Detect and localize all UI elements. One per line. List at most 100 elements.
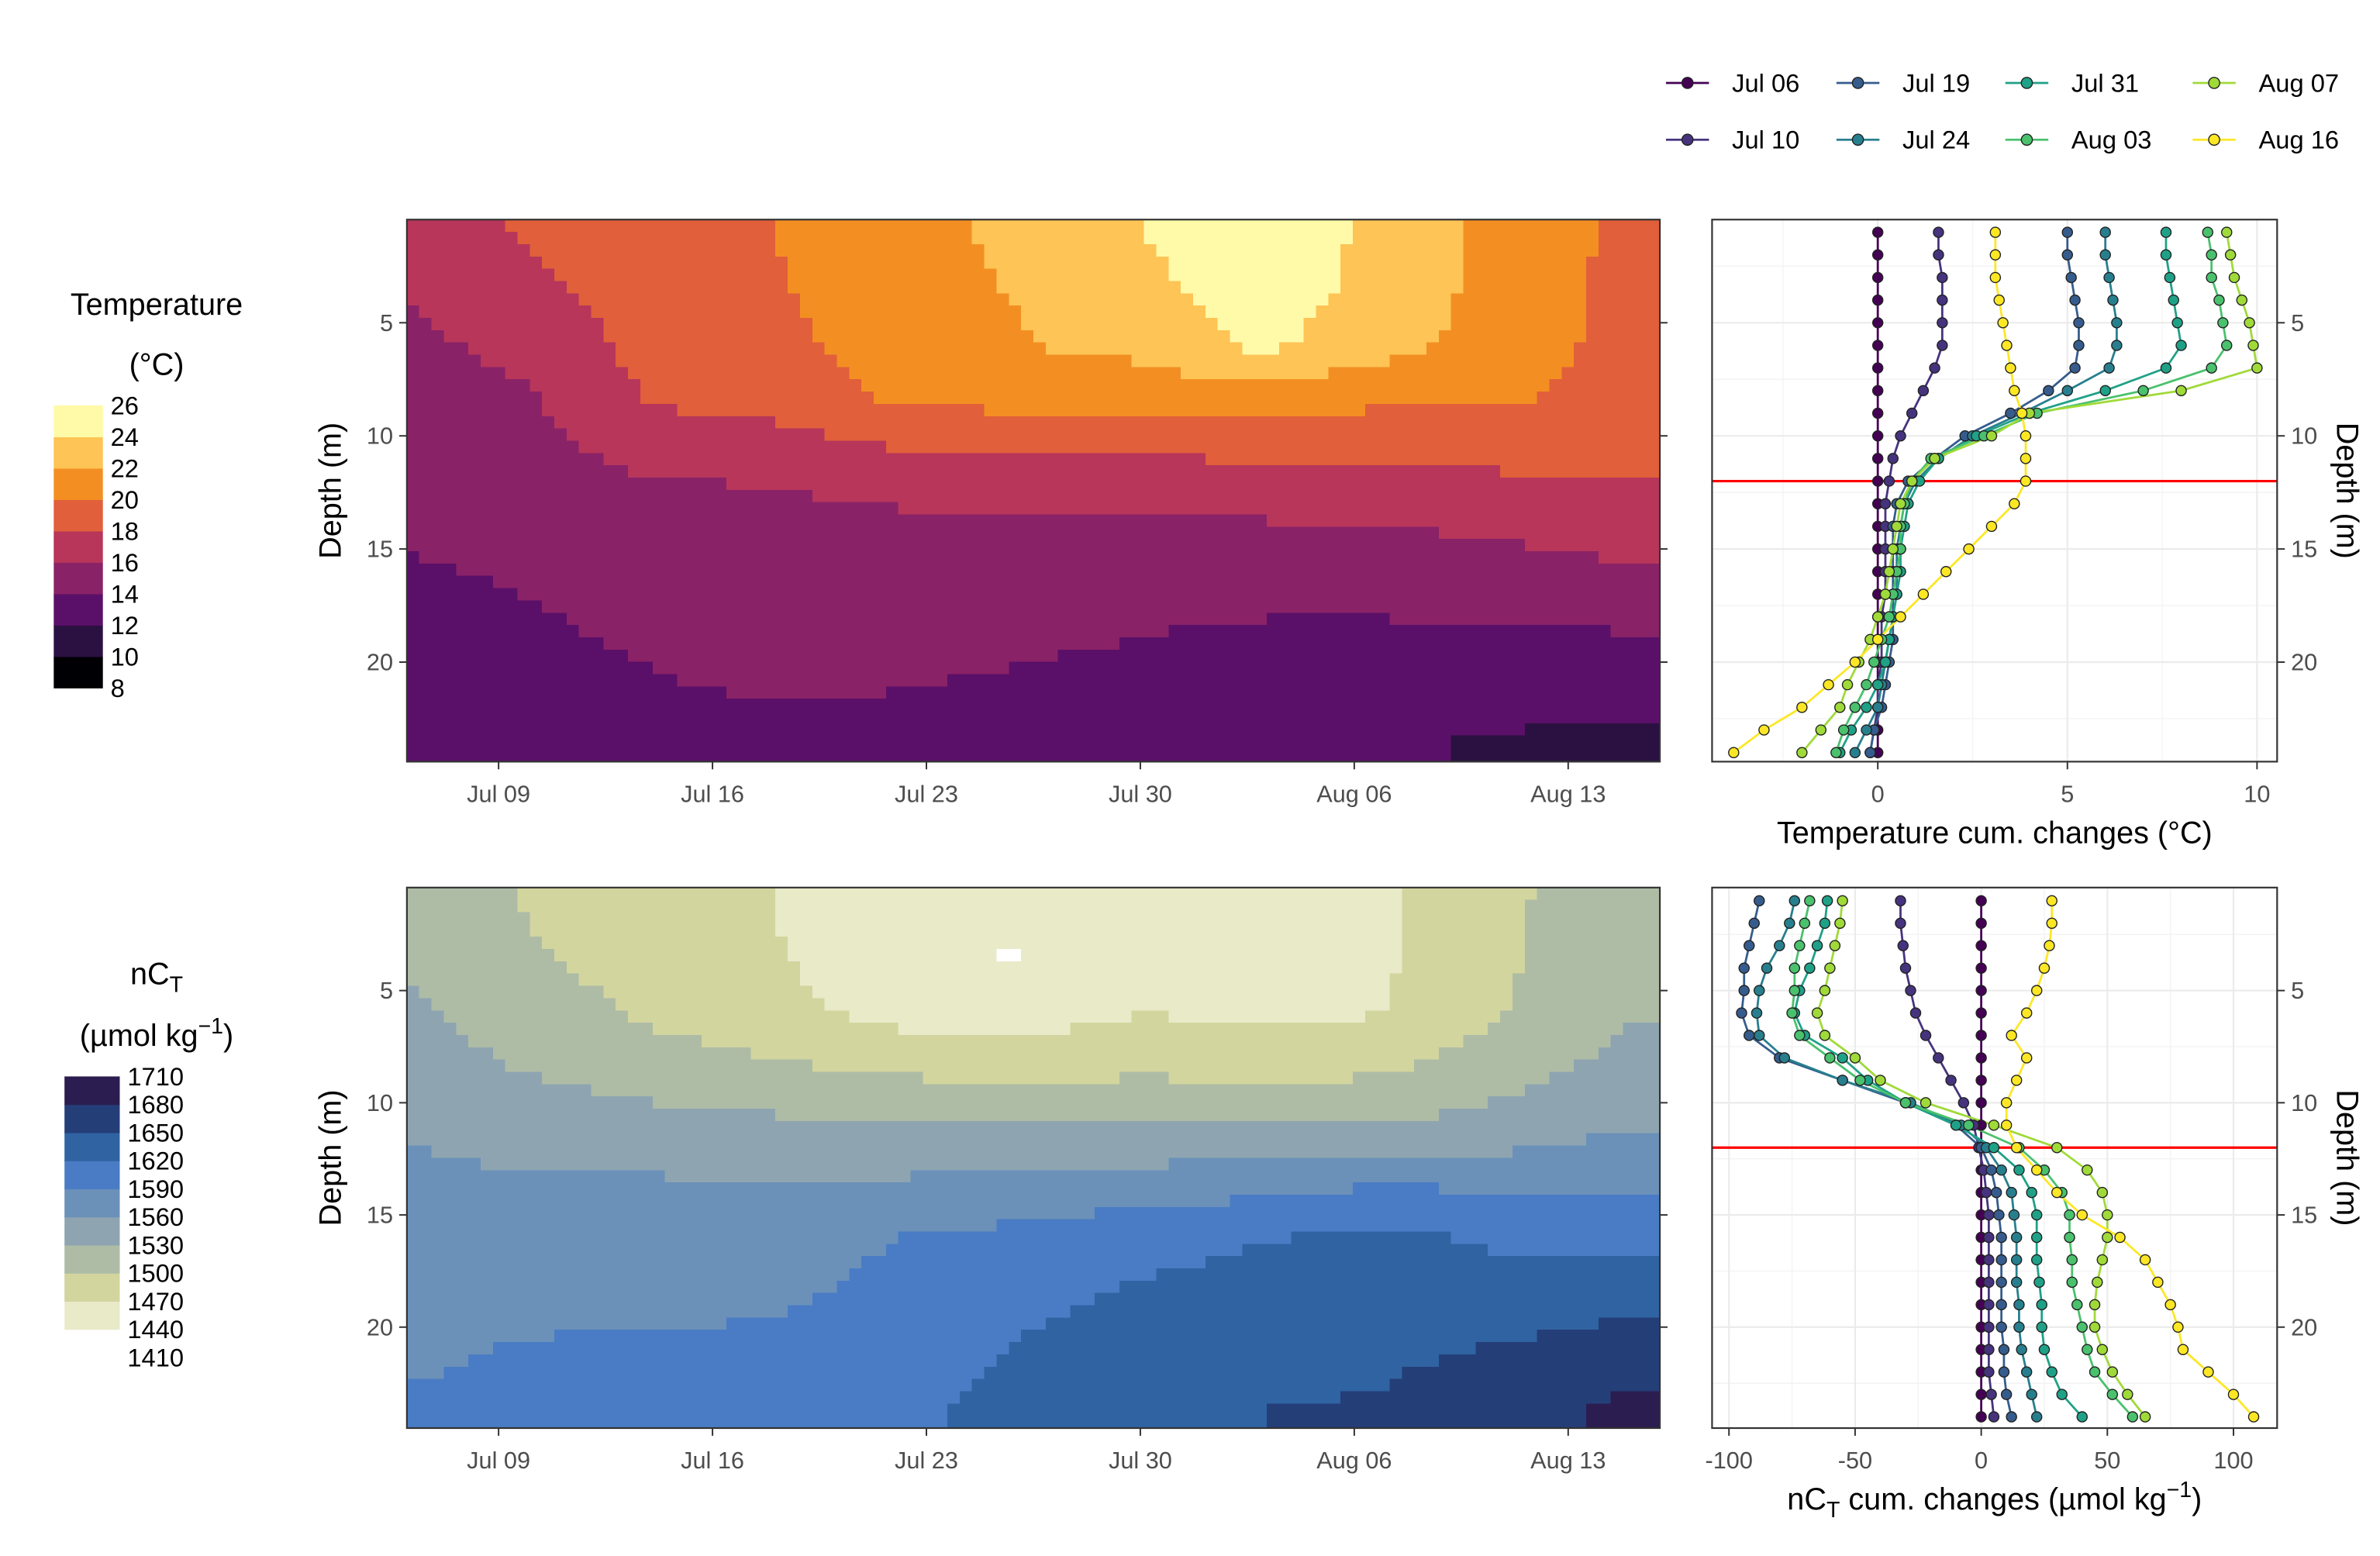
contour-cell bbox=[616, 711, 629, 724]
contour-cell bbox=[1402, 392, 1416, 405]
contour-cell bbox=[1561, 281, 1575, 295]
contour-cell bbox=[529, 232, 543, 245]
contour-cell bbox=[971, 256, 985, 270]
contour-cell bbox=[628, 723, 641, 737]
contour-cell bbox=[1623, 317, 1637, 331]
contour-cell bbox=[849, 392, 863, 405]
contour-cell bbox=[1070, 747, 1084, 761]
contour-cell bbox=[1045, 551, 1059, 564]
contour-cell bbox=[1192, 699, 1206, 712]
contour-cell bbox=[824, 317, 838, 331]
contour-cell bbox=[849, 563, 863, 577]
contour-cell bbox=[1181, 686, 1194, 700]
contour-cell bbox=[861, 329, 874, 343]
contour-cell bbox=[996, 354, 1010, 368]
contour-cell bbox=[923, 367, 936, 381]
contour-cell bbox=[910, 293, 924, 307]
contour-cell bbox=[640, 416, 654, 430]
contour-cell bbox=[492, 489, 506, 503]
contour-cell bbox=[1549, 699, 1563, 712]
contour-cell bbox=[824, 711, 838, 724]
contour-cell bbox=[910, 317, 924, 331]
contour-cell bbox=[1242, 354, 1256, 368]
contour-cell bbox=[726, 661, 740, 675]
contour-cell bbox=[849, 551, 863, 564]
contour-cell bbox=[1057, 416, 1071, 430]
contour-cell bbox=[1254, 268, 1268, 282]
contour-cell bbox=[1278, 600, 1292, 614]
contour-cell bbox=[1438, 563, 1452, 577]
contour-cell bbox=[1512, 440, 1526, 454]
contour-cell bbox=[1119, 600, 1133, 614]
contour-cell bbox=[456, 329, 470, 343]
contour-cell bbox=[1340, 735, 1354, 749]
contour-cell bbox=[1033, 317, 1047, 331]
contour-cell bbox=[714, 575, 727, 589]
contour-cell bbox=[1082, 243, 1096, 257]
contour-cell bbox=[726, 317, 740, 331]
contour-cell bbox=[1340, 489, 1354, 503]
profile-point bbox=[1917, 588, 1930, 600]
contour-cell bbox=[529, 674, 543, 688]
contour-cell bbox=[1610, 686, 1624, 700]
profile-point bbox=[2111, 317, 2123, 329]
contour-cell bbox=[910, 699, 924, 712]
contour-cell bbox=[1119, 637, 1133, 650]
contour-cell bbox=[1647, 416, 1661, 430]
contour-cell bbox=[910, 403, 924, 417]
contour-cell bbox=[1488, 489, 1502, 503]
contour-cell bbox=[603, 539, 617, 553]
contour-cell bbox=[1598, 329, 1612, 343]
contour-cell bbox=[542, 428, 556, 442]
contour-cell bbox=[1045, 600, 1059, 614]
contour-cell bbox=[628, 649, 641, 663]
contour-cell bbox=[1070, 887, 1084, 901]
contour-cell bbox=[1267, 514, 1280, 528]
contour-cell bbox=[1131, 477, 1145, 491]
contour-cell bbox=[1475, 575, 1489, 589]
contour-cell bbox=[1070, 256, 1084, 270]
contour-cell bbox=[505, 489, 519, 503]
contour-cell bbox=[505, 392, 519, 405]
contour-cell bbox=[824, 723, 838, 737]
contour-cell bbox=[947, 637, 961, 650]
contour-cell bbox=[1537, 354, 1550, 368]
contour-cell bbox=[1217, 539, 1231, 553]
contour-cell bbox=[591, 256, 605, 270]
contour-cell bbox=[1278, 612, 1292, 626]
contour-cell bbox=[1389, 661, 1403, 675]
contour-cell bbox=[873, 699, 887, 712]
contour-cell bbox=[603, 723, 617, 737]
contour-cell bbox=[1131, 526, 1145, 540]
profile-point bbox=[1871, 633, 1884, 646]
contour-cell bbox=[812, 551, 826, 564]
contour-cell bbox=[763, 453, 777, 467]
contour-cell bbox=[1009, 723, 1023, 737]
contour-cell bbox=[480, 649, 494, 663]
contour-cell bbox=[1352, 551, 1366, 564]
contour-cell bbox=[677, 612, 691, 626]
contour-cell bbox=[873, 392, 887, 405]
contour-cell bbox=[1181, 588, 1194, 602]
contour-cell bbox=[923, 354, 936, 368]
contour-cell bbox=[1389, 354, 1403, 368]
contour-cell bbox=[1524, 723, 1538, 737]
contour-cell bbox=[1303, 329, 1317, 343]
contour-cell bbox=[1610, 317, 1624, 331]
contour-cell bbox=[1389, 477, 1403, 491]
contour-cell bbox=[788, 489, 801, 503]
contour-cell bbox=[652, 887, 666, 901]
contour-cell bbox=[849, 661, 863, 675]
contour-cell bbox=[1389, 453, 1403, 467]
contour-cell bbox=[517, 477, 531, 491]
contour-cell bbox=[1095, 416, 1109, 430]
contour-cell bbox=[492, 887, 506, 901]
contour-cell bbox=[1635, 563, 1649, 577]
contour-cell bbox=[1598, 711, 1612, 724]
contour-cell bbox=[1561, 453, 1575, 467]
contour-cell bbox=[898, 887, 912, 901]
contour-cell bbox=[628, 232, 641, 245]
contour-cell bbox=[861, 649, 874, 663]
contour-cell bbox=[702, 440, 715, 454]
contour-cell bbox=[566, 899, 580, 913]
